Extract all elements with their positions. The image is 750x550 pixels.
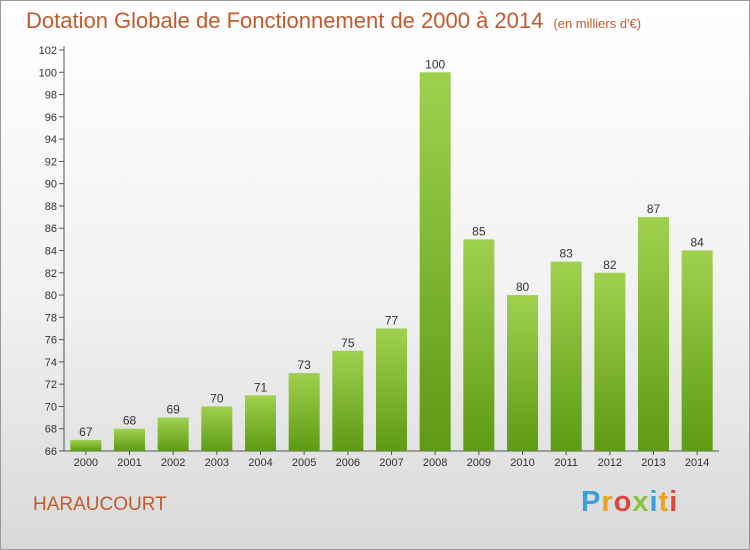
bar bbox=[157, 417, 189, 451]
logo-letter: i bbox=[649, 486, 659, 518]
place-name: HARAUCOURT bbox=[33, 494, 167, 515]
bars: 67 68 69 70 71 73 75 77 100 85 80 83 82 87 84 bbox=[70, 57, 713, 452]
x-tick-label: 2001 bbox=[117, 457, 141, 469]
logo-letter: i bbox=[669, 486, 679, 518]
bar bbox=[332, 350, 364, 451]
y-tick-label: 96 bbox=[45, 112, 57, 124]
bar-value-label: 85 bbox=[472, 224, 486, 238]
x-tick-label: 2002 bbox=[161, 457, 185, 469]
x-tick-label: 2009 bbox=[467, 457, 491, 469]
y-tick-label: 88 bbox=[45, 201, 57, 213]
title-text: Dotation Globale de Fonctionnement de 20… bbox=[26, 8, 544, 33]
y-tick-label: 82 bbox=[45, 268, 57, 280]
bar-value-label: 70 bbox=[210, 391, 224, 405]
y-tick-label: 66 bbox=[45, 446, 57, 458]
bar-value-label: 73 bbox=[297, 358, 311, 372]
bar bbox=[638, 217, 669, 451]
bar bbox=[463, 239, 495, 451]
x-tick-label: 2000 bbox=[74, 457, 98, 469]
bar bbox=[245, 395, 276, 451]
bar-value-label: 100 bbox=[425, 57, 445, 71]
y-tick-label: 98 bbox=[45, 90, 57, 102]
bar-value-label: 67 bbox=[79, 425, 93, 439]
proxiti-logo: Proxiti bbox=[581, 486, 678, 519]
y-tick-label: 102 bbox=[39, 45, 57, 57]
bar-value-label: 80 bbox=[516, 280, 530, 294]
bar bbox=[288, 373, 320, 451]
y-tick-label: 72 bbox=[45, 379, 57, 391]
bar bbox=[114, 428, 145, 451]
bar-value-label: 75 bbox=[341, 336, 355, 350]
chart-title: Dotation Globale de Fonctionnement de 20… bbox=[26, 8, 641, 34]
bar-value-label: 84 bbox=[690, 236, 704, 250]
logo-letter: t bbox=[658, 486, 670, 518]
logo-letter: P bbox=[581, 486, 602, 518]
y-tick-label: 74 bbox=[45, 357, 57, 369]
y-tick-label: 92 bbox=[45, 156, 57, 168]
bar bbox=[70, 439, 102, 451]
x-tick-label: 2013 bbox=[641, 457, 665, 469]
x-tick-label: 2004 bbox=[248, 457, 272, 469]
x-tick-label: 2011 bbox=[554, 457, 578, 469]
bar bbox=[419, 72, 451, 452]
logo-letter: o bbox=[613, 486, 633, 518]
unit-label: (en milliers d'€) bbox=[553, 16, 642, 31]
x-tick-label: 2007 bbox=[379, 457, 403, 469]
y-tick-label: 84 bbox=[45, 246, 57, 258]
x-tick-label: 2012 bbox=[598, 457, 622, 469]
x-tick-label: 2005 bbox=[292, 457, 316, 469]
y-tick-label: 76 bbox=[45, 335, 57, 347]
y-tick-label: 100 bbox=[39, 67, 57, 79]
logo-letter: r bbox=[601, 486, 614, 518]
x-tick-label: 2008 bbox=[423, 457, 447, 469]
bar bbox=[681, 250, 713, 451]
bar bbox=[594, 272, 626, 451]
bar-value-label: 82 bbox=[603, 258, 617, 272]
y-tick-label: 80 bbox=[45, 290, 57, 302]
bar-value-label: 69 bbox=[166, 403, 180, 417]
bar-value-label: 77 bbox=[385, 313, 399, 327]
x-tick-label: 2006 bbox=[336, 457, 360, 469]
bar bbox=[201, 406, 233, 451]
bar-value-label: 71 bbox=[254, 380, 268, 394]
bar bbox=[507, 295, 538, 451]
x-tick-label: 2010 bbox=[510, 457, 534, 469]
y-tick-label: 68 bbox=[45, 424, 57, 436]
y-tick-label: 70 bbox=[45, 401, 57, 413]
y-tick-label: 78 bbox=[45, 312, 57, 324]
bar bbox=[376, 328, 407, 451]
y-tick-label: 90 bbox=[45, 179, 57, 191]
bar bbox=[550, 261, 582, 451]
y-tick-label: 86 bbox=[45, 223, 57, 235]
x-tick-label: 2014 bbox=[685, 457, 709, 469]
x-tick-label: 2003 bbox=[205, 457, 229, 469]
logo-letter: x bbox=[632, 486, 650, 518]
bar-value-label: 68 bbox=[123, 414, 137, 428]
bar-value-label: 83 bbox=[559, 247, 573, 261]
bar-value-label: 87 bbox=[647, 202, 661, 216]
y-tick-label: 94 bbox=[45, 134, 57, 146]
